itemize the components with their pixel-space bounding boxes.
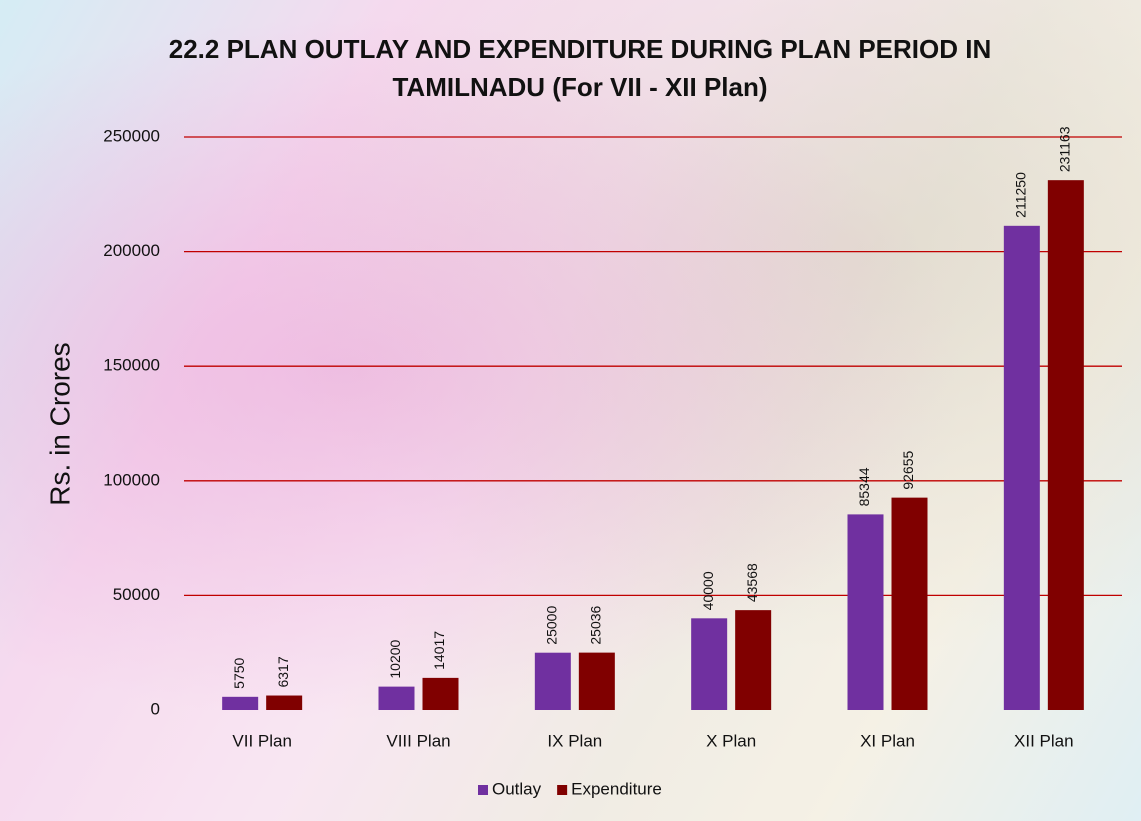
data-label: 25000	[544, 606, 560, 645]
legend-label: Outlay	[492, 779, 542, 798]
data-label: 6317	[275, 656, 291, 687]
legend-swatch	[478, 785, 488, 795]
data-label: 10200	[387, 639, 403, 678]
x-tick-label: VII Plan	[232, 731, 292, 750]
bar	[534, 652, 571, 710]
data-label: 40000	[700, 571, 716, 610]
data-label: 85344	[856, 467, 872, 506]
y-axis-label: Rs. in Crores	[44, 342, 75, 505]
data-label: 231163	[1057, 126, 1073, 172]
x-tick-label: VIII Plan	[386, 731, 450, 750]
data-label: 92655	[900, 450, 916, 489]
bar	[735, 610, 772, 710]
x-tick-label: X Plan	[706, 731, 756, 750]
y-tick-label: 250000	[103, 126, 160, 145]
bar	[891, 497, 928, 710]
data-label: 5750	[231, 657, 247, 688]
y-tick-label: 150000	[103, 356, 160, 375]
bar	[222, 696, 259, 710]
x-tick-label: XII Plan	[1014, 731, 1074, 750]
bar	[691, 618, 728, 710]
bar	[578, 652, 615, 710]
y-tick-label: 200000	[103, 241, 160, 260]
legend-swatch	[557, 785, 568, 795]
bar	[1047, 180, 1084, 710]
bar	[266, 695, 303, 710]
x-tick-label: XI Plan	[860, 731, 915, 750]
bar	[1003, 225, 1040, 710]
bar	[847, 514, 884, 710]
chart-title: 22.2 PLAN OUTLAY AND EXPENDITURE DURING …	[168, 34, 992, 102]
y-tick-label: 100000	[103, 470, 160, 489]
bar	[422, 677, 459, 710]
data-label: 25036	[588, 605, 604, 644]
data-label: 14017	[431, 631, 447, 670]
data-label: 43568	[744, 563, 760, 602]
data-label: 211250	[1013, 172, 1029, 218]
y-tick-label: 50000	[113, 585, 160, 604]
x-tick-label: IX Plan	[547, 731, 602, 750]
y-tick-label: 0	[151, 699, 160, 718]
legend-label: Expenditure	[571, 779, 662, 798]
bar	[378, 686, 415, 710]
